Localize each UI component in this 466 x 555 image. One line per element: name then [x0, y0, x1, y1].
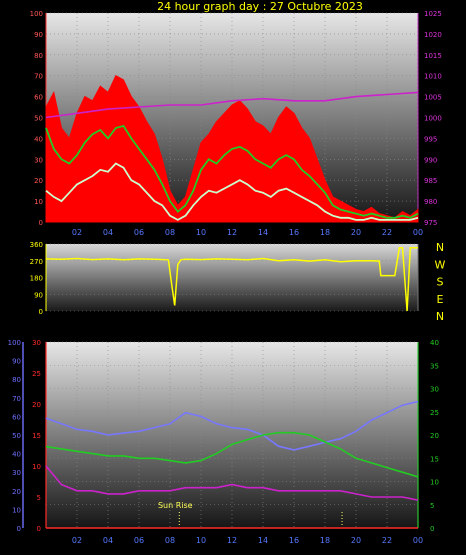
x-tick-label: 06	[134, 228, 144, 237]
x-tick-label: 20	[351, 536, 361, 545]
y-tick-label-red: 10	[32, 463, 41, 471]
series-0-line	[45, 246, 418, 312]
x-tick-label: 00	[413, 536, 423, 545]
x-tick-label: 00	[413, 228, 423, 237]
y-tick-label-blue: 10	[12, 506, 21, 514]
y-tick-label-right: 5	[430, 502, 434, 510]
y-tick-label-blue: 60	[12, 413, 21, 421]
series-3-line	[45, 91, 419, 119]
y-tick-label: 60	[34, 94, 43, 102]
series-0-line	[45, 400, 419, 451]
y-tick-label-right: 985	[424, 177, 437, 185]
y-tick-label-right: 1025	[424, 10, 442, 18]
y-tick-label: 20	[34, 177, 43, 185]
direction-label: N	[436, 310, 444, 323]
x-tick-label: 18	[320, 228, 330, 237]
y-tick-label-red: 15	[32, 432, 41, 440]
y-tick-label-right: 20	[430, 432, 439, 440]
y-tick-label-right: 40	[430, 339, 439, 347]
y-tick-label-right: 975	[424, 219, 437, 227]
y-tick-label-right: 35	[430, 362, 439, 370]
x-tick-label: 02	[72, 536, 82, 545]
y-tick-label: 270	[30, 258, 43, 266]
y-tick-label-right: 0	[430, 525, 434, 533]
y-tick-label: 40	[34, 135, 43, 143]
y-tick-label-right: 15	[430, 455, 439, 463]
y-tick-label-red: 5	[37, 494, 41, 502]
y-tick-label-blue: 30	[12, 469, 21, 477]
x-tick-label: 18	[320, 536, 330, 545]
y-tick-label-red: 0	[37, 525, 41, 533]
x-tick-label: 14	[258, 228, 268, 237]
y-tick-label-right: 990	[424, 156, 437, 164]
y-tick-label: 30	[34, 156, 43, 164]
y-tick-label: 180	[30, 275, 43, 283]
x-tick-label: 04	[103, 228, 113, 237]
y-tick-label-blue: 100	[8, 339, 21, 347]
direction-label: W	[435, 258, 446, 271]
x-tick-label: 12	[227, 228, 237, 237]
y-tick-label-right: 1005	[424, 94, 442, 102]
y-tick-label-right: 995	[424, 135, 437, 143]
y-tick-label-blue: 70	[12, 395, 21, 403]
y-tick-label: 90	[34, 291, 43, 299]
y-tick-label: 0	[39, 308, 43, 316]
series-2-line	[45, 162, 419, 221]
x-tick-label: 02	[72, 228, 82, 237]
series-1-line	[45, 431, 419, 478]
y-tick-label: 10	[34, 198, 43, 206]
x-tick-label: 22	[382, 536, 392, 545]
y-tick-label-right: 25	[430, 409, 439, 417]
y-tick-label-blue: 40	[12, 451, 21, 459]
y-tick-label: 50	[34, 115, 43, 123]
sunrise-label: Sun Rise	[158, 501, 193, 510]
y-tick-label: 0	[39, 219, 43, 227]
page-title: 24 hour graph day : 27 Octubre 2023	[157, 0, 363, 13]
x-tick-label: 04	[103, 536, 113, 545]
y-tick-label-right: 1010	[424, 73, 442, 81]
x-tick-label: 20	[351, 228, 361, 237]
direction-label: N	[436, 241, 444, 254]
y-tick-label-right: 1020	[424, 31, 442, 39]
x-tick-label: 16	[289, 228, 299, 237]
direction-label: S	[437, 276, 444, 289]
x-tick-label: 14	[258, 536, 268, 545]
y-tick-label-red: 30	[32, 339, 41, 347]
y-tick-label-red: 20	[32, 401, 41, 409]
x-tick-label: 12	[227, 536, 237, 545]
y-tick-label-right: 1000	[424, 115, 442, 123]
y-tick-label: 100	[30, 10, 43, 18]
y-tick-label-blue: 20	[12, 488, 21, 496]
x-tick-label: 06	[134, 536, 144, 545]
y-tick-label: 360	[30, 241, 43, 249]
x-tick-label: 16	[289, 536, 299, 545]
x-tick-label: 08	[165, 228, 175, 237]
y-tick-label-blue: 0	[17, 525, 21, 533]
y-tick-label-blue: 50	[12, 432, 21, 440]
plot-area	[46, 244, 418, 311]
y-tick-label-right: 30	[430, 386, 439, 394]
y-tick-label-blue: 80	[12, 376, 21, 384]
direction-label: E	[437, 293, 444, 306]
wind-speed-panel: 0102030405060708090100975980985990995100…	[30, 10, 442, 237]
y-tick-label-red: 25	[32, 370, 41, 378]
x-tick-label: 08	[165, 536, 175, 545]
y-tick-label-right: 1015	[424, 52, 442, 60]
x-tick-label: 22	[382, 228, 392, 237]
temperature-humidity-panel: 0510152025303540010203040506070809010005…	[8, 339, 439, 545]
series-2-line	[45, 465, 419, 501]
x-tick-label: 10	[196, 228, 206, 237]
y-tick-label-right: 10	[430, 479, 439, 487]
series-1-line	[45, 124, 419, 219]
y-tick-label: 90	[34, 31, 43, 39]
y-tick-label-blue: 90	[12, 358, 21, 366]
y-tick-label: 70	[34, 73, 43, 81]
y-tick-label: 80	[34, 52, 43, 60]
x-tick-label: 10	[196, 536, 206, 545]
y-tick-label-right: 980	[424, 198, 437, 206]
